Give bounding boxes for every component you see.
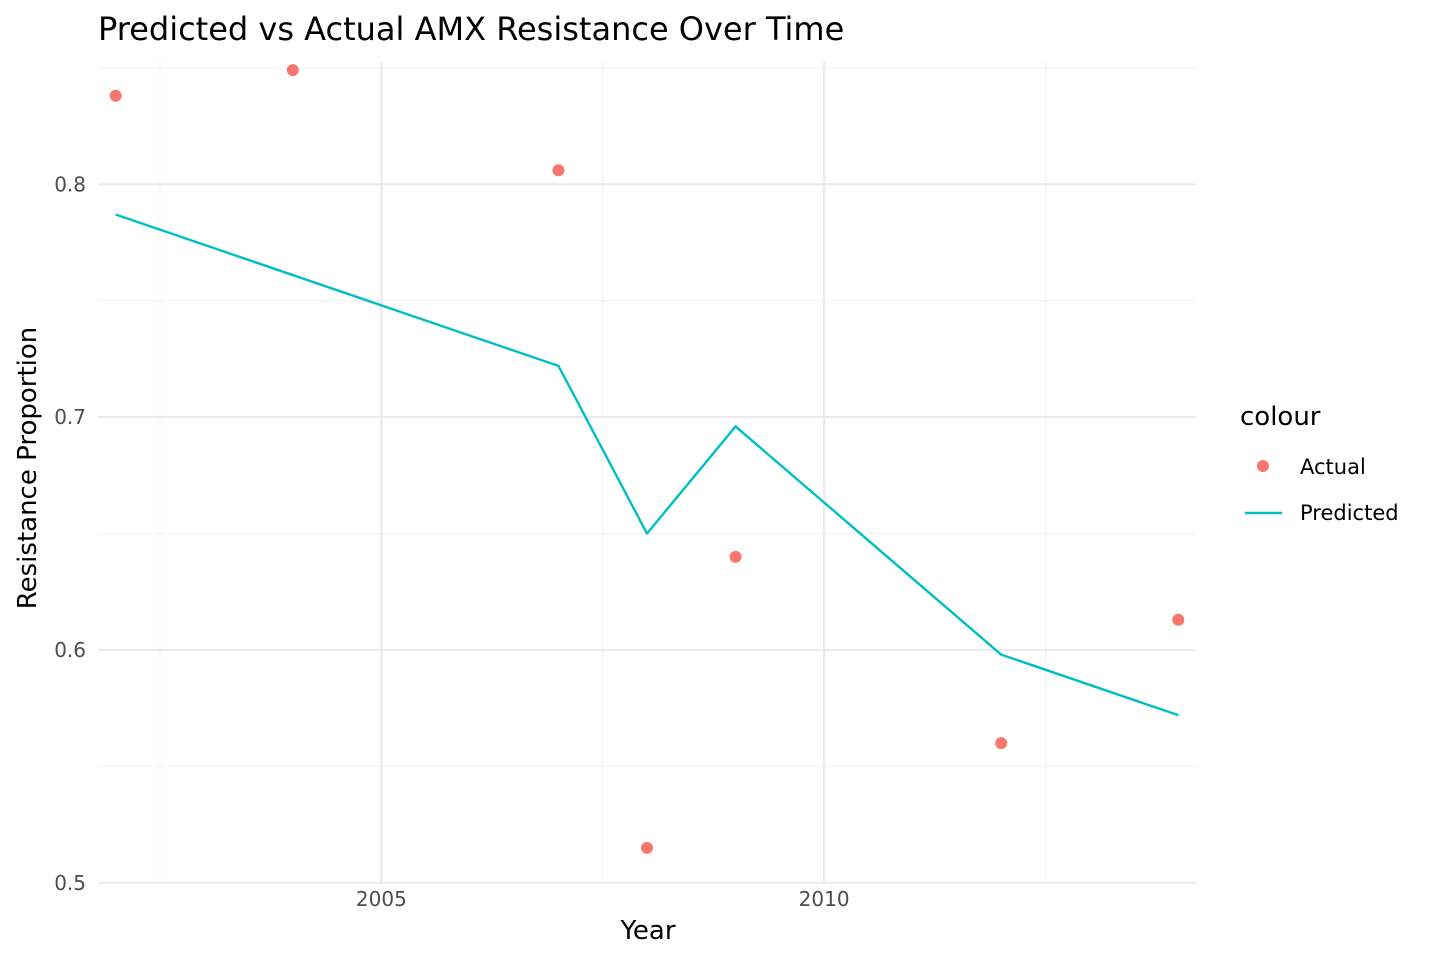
minor-gridlines	[98, 62, 1196, 884]
major-gridlines	[98, 62, 1196, 884]
legend-label-actual: Actual	[1300, 455, 1366, 479]
series-points	[109, 64, 1185, 854]
y-tick-label-1: 0.6	[54, 638, 86, 662]
x-tick-label-0: 2005	[356, 887, 407, 911]
x-axis-title: Year	[619, 916, 675, 946]
y-tick-label-2: 0.7	[54, 405, 86, 429]
y-axis-title: Resistance Proportion	[13, 327, 43, 610]
data-point-actual-5	[995, 737, 1008, 750]
series-line-predicted	[115, 213, 1179, 717]
data-point-actual-2	[552, 164, 565, 177]
y-tick-labels: 0.5 0.6 0.7 0.8	[54, 172, 86, 895]
data-point-actual-1	[286, 64, 299, 77]
x-tick-labels: 2005 2010	[356, 887, 850, 911]
data-point-actual-3	[641, 841, 653, 854]
legend-label-predicted: Predicted	[1300, 501, 1399, 525]
y-tick-label-3: 0.8	[54, 172, 86, 196]
x-tick-label-1: 2010	[799, 887, 850, 911]
data-point-actual-6	[1172, 613, 1185, 626]
legend: colour Actual Predicted	[1240, 402, 1399, 525]
series-lines	[115, 213, 1179, 717]
legend-title: colour	[1240, 402, 1321, 432]
chart-title: Predicted vs Actual AMX Resistance Over …	[98, 10, 844, 48]
y-tick-label-0: 0.5	[54, 871, 86, 895]
legend-key-actual	[1257, 460, 1269, 472]
data-point-actual-0	[109, 89, 122, 102]
data-point-actual-4	[729, 550, 742, 563]
